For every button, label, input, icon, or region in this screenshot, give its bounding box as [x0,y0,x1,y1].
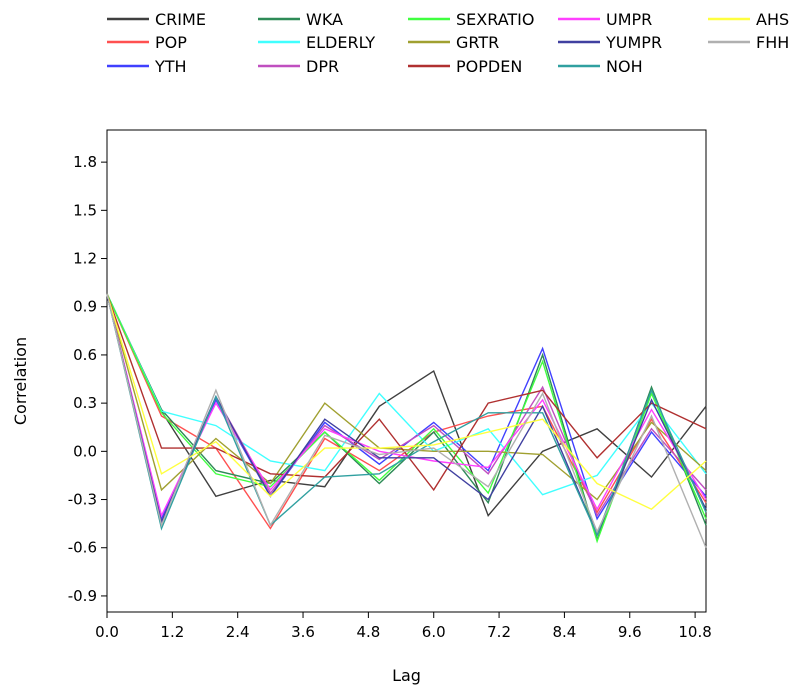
series-line-popden [106,293,707,492]
x-tick-label: 3.6 [291,623,315,641]
y-tick-label: 0.0 [73,442,97,460]
legend-item-popden: POPDEN [408,57,522,76]
legend-label: GRTR [456,33,499,52]
legend-item-umpr: UMPR [558,10,652,29]
legend-label: CRIME [155,10,206,29]
legend-label: SEXRATIO [456,10,534,29]
legend-item-grtr: GRTR [408,33,499,52]
legend: CRIME POP YTH WKA ELDERLY DPR SEXRATIO GRTR POPD… [107,10,789,76]
y-tick-label: 0.6 [73,346,97,364]
x-tick-label: 1.2 [160,623,184,641]
x-tick-label: 2.4 [226,623,250,641]
y-tick-label: 1.5 [73,201,97,219]
x-tick-label: 6.0 [422,623,446,641]
legend-item-yth: YTH [107,57,187,76]
legend-label: DPR [306,57,339,76]
y-tick-label: 0.9 [73,298,97,316]
series-line-ahs [106,293,707,511]
series-line-umpr [106,293,707,518]
x-tick-label: 10.8 [678,623,711,641]
y-tick-label: -0.6 [68,539,97,557]
legend-label: YUMPR [605,33,662,52]
x-tick-label: 7.2 [487,623,511,641]
series-line-crime [106,293,707,517]
y-tick-label: 1.8 [73,153,97,171]
legend-item-sexratio: SEXRATIO [408,10,534,29]
legend-label: WKA [306,10,343,29]
x-tick-label: 0.0 [95,623,119,641]
legend-item-crime: CRIME [107,10,206,29]
y-tick-label: 1.2 [73,250,97,268]
x-tick-label: 9.6 [618,623,642,641]
legend-item-ahs: AHS [708,10,789,29]
y-tick-label: 0.3 [73,394,97,412]
plot-frame [106,129,707,613]
x-tick-label: 8.4 [552,623,576,641]
x-axis-title: Lag [392,666,421,685]
legend-label: NOH [606,57,643,76]
y-axis: 1.8 1.5 1.2 0.9 0.6 0.3 0.0 -0.3 -0.6 -0.9 [68,153,107,605]
y-tick-label: -0.3 [68,491,97,509]
legend-label: ELDERLY [306,33,375,52]
x-tick-label: 4.8 [356,623,380,641]
legend-item-wka: WKA [258,10,343,29]
legend-label: AHS [756,10,789,29]
legend-label: POP [155,33,187,52]
legend-label: POPDEN [456,57,522,76]
legend-item-pop: POP [107,33,187,52]
legend-item-yumpr: YUMPR [558,33,662,52]
y-tick-label: -0.9 [68,587,97,605]
x-axis: 0.0 1.2 2.4 3.6 4.8 6.0 7.2 8.4 9.6 10.8 [95,612,712,641]
legend-item-elderly: ELDERLY [258,33,375,52]
legend-item-fhh: FHH [708,33,789,52]
series-lines [106,293,707,548]
legend-label: FHH [756,33,789,52]
y-axis-title: Correlation [11,337,30,425]
legend-item-noh: NOH [558,57,643,76]
series-line-fhh [106,293,707,548]
legend-item-dpr: DPR [258,57,339,76]
legend-label: UMPR [606,10,652,29]
legend-label: YTH [154,57,187,76]
